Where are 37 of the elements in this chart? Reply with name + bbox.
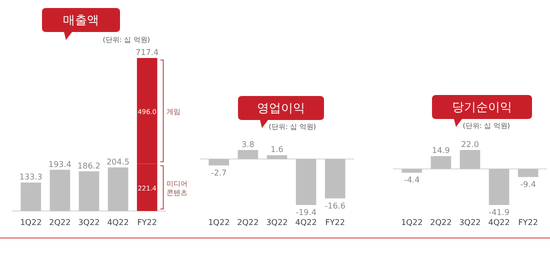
data-label: 186.2 — [78, 161, 100, 170]
chart-title: 당기순이익 — [452, 100, 512, 114]
x-tick-label: FY22 — [518, 218, 538, 227]
x-tick-label: 1Q22 — [208, 218, 230, 227]
data-label: 22.0 — [461, 140, 479, 149]
data-label: 204.5 — [106, 157, 130, 166]
data-label: -41.9 — [488, 208, 510, 217]
data-label: 133.3 — [19, 172, 42, 182]
data-label: 3.8 — [242, 140, 254, 149]
x-tick-label: 4Q22 — [488, 218, 510, 227]
data-label: 1.6 — [270, 145, 284, 154]
bar — [78, 171, 100, 211]
bar — [50, 170, 70, 211]
x-tick-label: 4Q22 — [107, 218, 129, 227]
x-tick-label: 1Q22 — [401, 218, 423, 227]
x-tick-label: 3Q22 — [78, 218, 100, 227]
data-label: -16.6 — [324, 201, 346, 210]
total-label: 717.4 — [136, 48, 159, 57]
chart-title: 영업이익 — [257, 101, 305, 115]
x-tick-label: 3Q22 — [459, 218, 481, 227]
data-label: 193.4 — [48, 160, 72, 169]
x-tick-label: 2Q22 — [49, 218, 71, 227]
x-tick-label: 4Q22 — [295, 218, 317, 227]
x-tick-label: FY22 — [137, 218, 157, 227]
bar — [108, 167, 128, 211]
x-tick-label: FY22 — [325, 218, 345, 227]
data-label: -19.4 — [296, 208, 316, 217]
x-tick-label: 2Q22 — [430, 218, 452, 227]
data-label: -4.4 — [404, 176, 420, 185]
data-label: -2.7 — [211, 168, 227, 178]
x-tick-label: 1Q22 — [20, 218, 42, 227]
x-tick-label: 2Q22 — [237, 218, 259, 227]
bar — [20, 182, 42, 211]
data-label: -9.4 — [520, 180, 536, 190]
x-tick-label: 3Q22 — [266, 218, 288, 227]
chart-title: 매출액 — [63, 13, 99, 27]
data-label: 14.9 — [432, 146, 450, 156]
